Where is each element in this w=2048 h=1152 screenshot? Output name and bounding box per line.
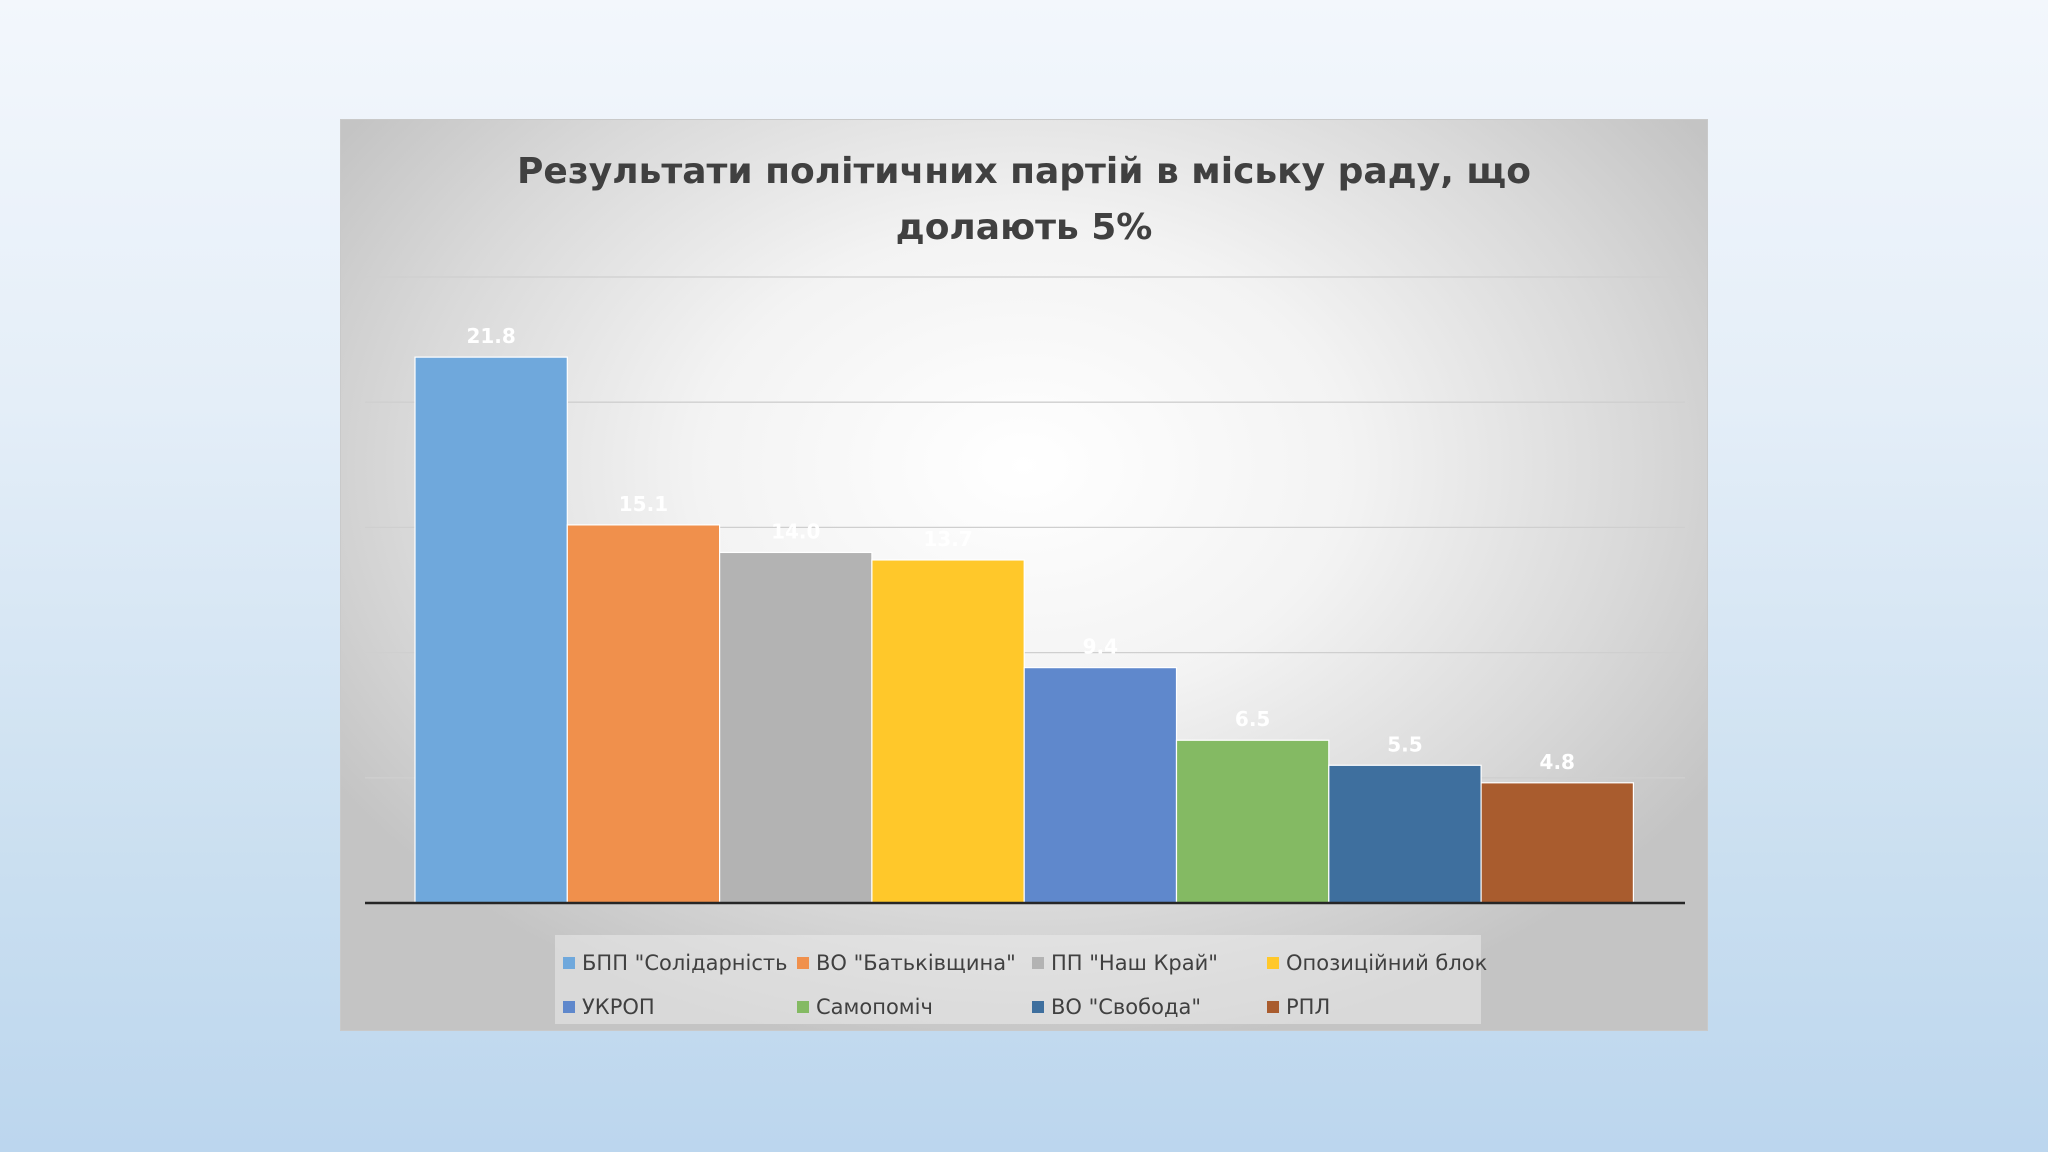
data-label: 5.5 [1387,732,1422,756]
legend-swatch [563,957,575,969]
data-label: 9.4 [1083,635,1118,659]
chart-title: Результати політичних партій в міську ра… [341,144,1707,256]
legend-label: Самопоміч [816,995,933,1019]
legend-item: БПП "Солідарність [563,948,788,978]
legend-label: ВО "Свобода" [1051,995,1202,1019]
chart-plot: 21.8 15.1 14.0 13.7 9.4 6.5 5.5 4.8 [365,276,1685,905]
legend-item: Опозиційний блок [1267,948,1487,978]
legend-item: ВО "Свобода" [1032,992,1201,1022]
legend-label: Опозиційний блок [1286,951,1488,975]
bar [1023,667,1178,904]
legend-swatch [1267,1001,1279,1013]
legend-label: БПП "Солідарність [582,951,788,975]
legend-label: ПП "Наш Край" [1051,951,1218,975]
legend-swatch [797,1001,809,1013]
chart-title-line-1: Результати політичних партій в міську ра… [517,151,1531,192]
legend-swatch [1032,1001,1044,1013]
data-label: 15.1 [619,492,668,516]
legend-label: УКРОП [582,995,655,1019]
data-label: 4.8 [1540,750,1575,774]
bar [1328,764,1482,904]
data-label: 21.8 [466,324,515,348]
bar [566,524,721,904]
legend-item: Самопоміч [797,992,933,1022]
legend-swatch [563,1001,575,1013]
legend-swatch [797,957,809,969]
data-label: 13.7 [923,527,972,551]
bar [719,551,873,904]
bar [871,559,1025,904]
bar [1175,739,1330,904]
bar [1480,782,1634,904]
legend-item: ПП "Наш Край" [1032,948,1218,978]
legend-label: ВО "Батьківщина" [816,951,1016,975]
chart-slide: 21.8 15.1 14.0 13.7 9.4 6.5 5.5 4.8 Результати … [340,119,1708,1031]
legend-item: РПЛ [1267,992,1330,1022]
chart-legend: БПП "Солідарність ВО "Батьківщина" ПП "Наш… [555,935,1487,1024]
data-label: 6.5 [1235,707,1270,731]
legend-swatch [1267,957,1279,969]
legend-swatch [1032,957,1044,969]
bar [414,356,568,904]
chart-title-line-2: долають 5% [895,207,1153,248]
legend-item: ВО "Батьківщина" [797,948,1016,978]
data-label: 14.0 [771,519,820,543]
legend-item: УКРОП [563,992,655,1022]
legend-label: РПЛ [1286,995,1331,1019]
